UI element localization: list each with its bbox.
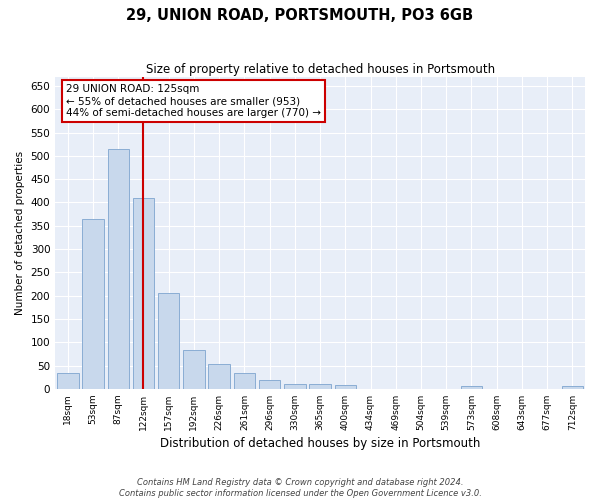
Text: 29, UNION ROAD, PORTSMOUTH, PO3 6GB: 29, UNION ROAD, PORTSMOUTH, PO3 6GB bbox=[127, 8, 473, 22]
Bar bbox=[107, 149, 129, 389]
Bar bbox=[562, 386, 583, 389]
Title: Size of property relative to detached houses in Portsmouth: Size of property relative to detached ho… bbox=[146, 62, 494, 76]
Bar bbox=[82, 219, 104, 389]
Text: Contains HM Land Registry data © Crown copyright and database right 2024.
Contai: Contains HM Land Registry data © Crown c… bbox=[119, 478, 481, 498]
Bar bbox=[233, 372, 255, 389]
Bar bbox=[57, 372, 79, 389]
Bar bbox=[335, 385, 356, 389]
Text: 29 UNION ROAD: 125sqm
← 55% of detached houses are smaller (953)
44% of semi-det: 29 UNION ROAD: 125sqm ← 55% of detached … bbox=[66, 84, 321, 117]
Bar bbox=[208, 364, 230, 389]
Bar bbox=[284, 384, 305, 389]
Bar bbox=[259, 380, 280, 389]
Bar bbox=[158, 294, 179, 389]
Bar bbox=[133, 198, 154, 389]
Bar bbox=[461, 386, 482, 389]
Bar bbox=[310, 384, 331, 389]
X-axis label: Distribution of detached houses by size in Portsmouth: Distribution of detached houses by size … bbox=[160, 437, 480, 450]
Bar bbox=[183, 350, 205, 389]
Y-axis label: Number of detached properties: Number of detached properties bbox=[15, 150, 25, 315]
